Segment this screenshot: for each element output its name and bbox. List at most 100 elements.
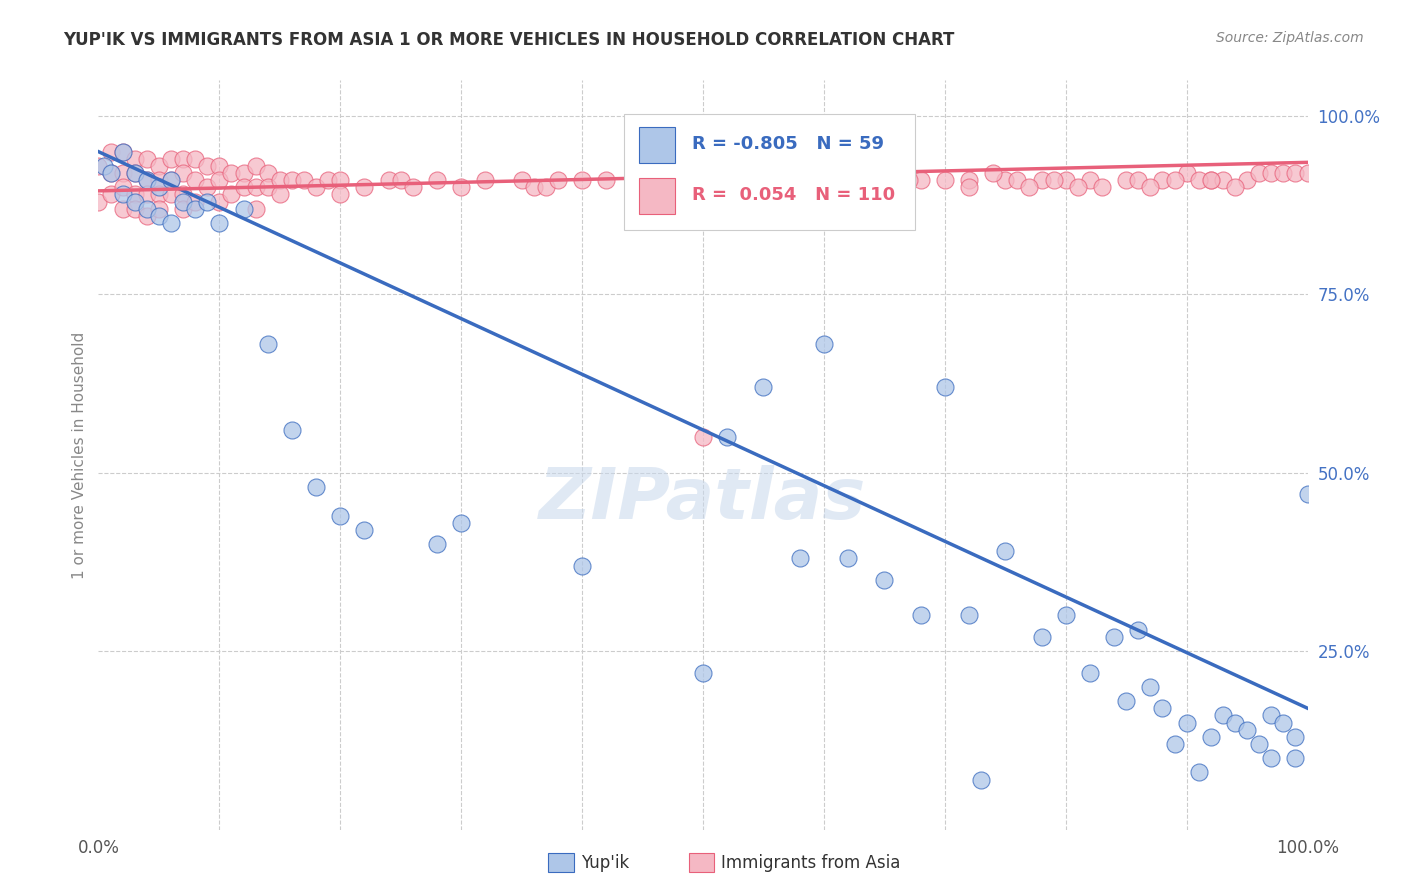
Point: [1128, 173, 1150, 187]
Point: [957, 608, 980, 623]
Point: [1031, 173, 1053, 187]
Point: [269, 187, 291, 202]
Point: [100, 145, 122, 159]
Point: [172, 152, 194, 166]
Point: [1128, 623, 1150, 637]
Point: [305, 480, 328, 494]
Point: [1212, 173, 1234, 187]
Point: [245, 159, 267, 173]
Text: Source: ZipAtlas.com: Source: ZipAtlas.com: [1216, 31, 1364, 45]
Point: [813, 173, 835, 187]
Point: [221, 166, 243, 180]
Point: [208, 194, 231, 209]
Point: [547, 173, 569, 187]
Point: [184, 194, 207, 209]
Y-axis label: 1 or more Vehicles in Household: 1 or more Vehicles in Household: [72, 331, 87, 579]
Point: [510, 173, 533, 187]
Point: [752, 173, 775, 187]
Point: [148, 202, 170, 216]
Point: [970, 772, 993, 787]
Point: [124, 187, 146, 202]
Point: [135, 173, 157, 187]
Point: [135, 173, 157, 187]
Point: [195, 194, 218, 209]
Point: [1199, 730, 1222, 744]
Text: R = -0.805   N = 59: R = -0.805 N = 59: [692, 135, 884, 153]
Point: [172, 166, 194, 180]
Point: [789, 173, 811, 187]
Point: [100, 166, 122, 180]
Point: [184, 202, 207, 216]
Point: [1249, 166, 1271, 180]
Point: [184, 173, 207, 187]
Point: [148, 159, 170, 173]
Point: [1236, 723, 1258, 737]
Point: [377, 173, 399, 187]
Point: [849, 173, 872, 187]
Point: [353, 523, 375, 537]
Point: [256, 166, 278, 180]
Point: [910, 173, 932, 187]
Point: [1152, 173, 1174, 187]
Point: [148, 187, 170, 202]
Point: [1042, 173, 1064, 187]
Point: [245, 202, 267, 216]
Point: [1078, 173, 1101, 187]
Point: [1163, 737, 1185, 751]
Point: [957, 180, 980, 194]
Point: [221, 187, 243, 202]
Point: [111, 180, 134, 194]
Point: [668, 180, 690, 194]
Point: [111, 202, 134, 216]
Point: [111, 145, 134, 159]
Point: [716, 430, 738, 444]
Point: [160, 216, 183, 230]
Point: [148, 209, 170, 223]
Point: [172, 202, 194, 216]
Point: [934, 380, 956, 394]
Point: [450, 516, 472, 530]
Point: [316, 173, 339, 187]
Point: [124, 166, 146, 180]
Point: [994, 173, 1017, 187]
Point: [329, 508, 352, 523]
Point: [232, 166, 254, 180]
Point: [873, 173, 896, 187]
Point: [692, 430, 714, 444]
Point: [740, 173, 762, 187]
Point: [426, 173, 449, 187]
Point: [1284, 166, 1306, 180]
Point: [1199, 173, 1222, 187]
Point: [1102, 630, 1125, 644]
Text: R =  0.054   N = 110: R = 0.054 N = 110: [692, 186, 896, 204]
Point: [1199, 173, 1222, 187]
Point: [1175, 166, 1198, 180]
Point: [124, 194, 146, 209]
Point: [245, 180, 267, 194]
Point: [232, 180, 254, 194]
Point: [1188, 173, 1211, 187]
Point: [124, 152, 146, 166]
Point: [1139, 180, 1161, 194]
Point: [124, 202, 146, 216]
Point: [135, 209, 157, 223]
Point: [208, 173, 231, 187]
Point: [135, 187, 157, 202]
Point: [426, 537, 449, 551]
Point: [631, 173, 654, 187]
Point: [981, 166, 1004, 180]
Point: [837, 173, 859, 187]
Point: [1260, 751, 1282, 765]
Point: [1212, 708, 1234, 723]
Point: [1260, 166, 1282, 180]
Text: YUP'IK VS IMMIGRANTS FROM ASIA 1 OR MORE VEHICLES IN HOUSEHOLD CORRELATION CHART: YUP'IK VS IMMIGRANTS FROM ASIA 1 OR MORE…: [63, 31, 955, 49]
Point: [1091, 180, 1114, 194]
Point: [1007, 173, 1029, 187]
Point: [93, 159, 115, 173]
Point: [184, 152, 207, 166]
Point: [1272, 166, 1295, 180]
Point: [716, 173, 738, 187]
Point: [160, 187, 183, 202]
Point: [1018, 180, 1040, 194]
Point: [172, 194, 194, 209]
